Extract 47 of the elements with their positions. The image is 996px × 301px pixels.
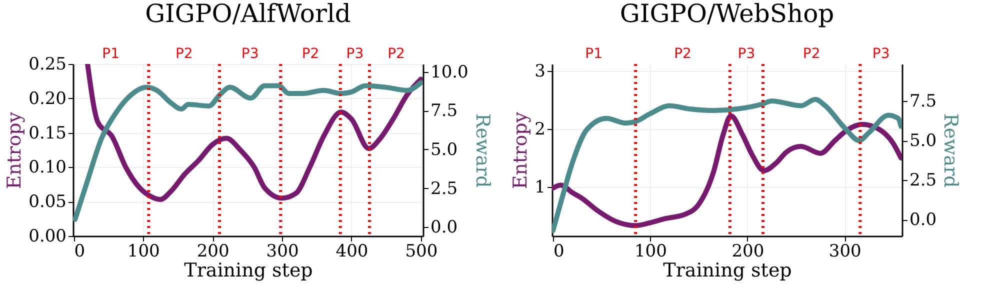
y2-tick-label: 2.5 [910, 170, 937, 191]
y-tick-label: 0.20 [28, 88, 66, 109]
y-tick-label: 3 [534, 62, 546, 82]
y-tick-label: 0.05 [28, 192, 66, 212]
y-tick-label: 0.10 [28, 158, 66, 178]
x-tick-label: 400 [336, 242, 368, 262]
y-tick-label: 0.15 [28, 123, 66, 144]
y2-axis-title: Reward [471, 113, 494, 188]
x-tick-label: 500 [405, 242, 438, 262]
y-axis-title: Entropy [510, 112, 532, 190]
text: P3 [738, 46, 756, 62]
text: P3 [346, 46, 364, 62]
y-tick-label: 0.25 [28, 54, 66, 74]
text: P3 [872, 46, 890, 62]
y2-tick-label: 2.5 [430, 178, 458, 199]
text: P1 [585, 46, 602, 62]
x-tick-label: 200 [196, 242, 230, 262]
y-tick-label: 1 [534, 177, 546, 198]
text: P2 [674, 46, 692, 62]
y2-tick-label: 10.0 [430, 62, 468, 82]
y2-tick-label: 0.0 [430, 218, 458, 238]
x-axis-title: Training step [184, 260, 313, 282]
x-axis-title: Training step [663, 260, 792, 282]
x-tick-label: 300 [828, 242, 862, 262]
x-tick-label: 100 [127, 242, 160, 262]
y2-tick-label: 0.0 [910, 210, 937, 230]
text: P3 [241, 46, 259, 62]
text: P2 [388, 46, 405, 62]
text: P1 [102, 46, 120, 62]
text: P2 [802, 46, 820, 62]
y-axis-title: Entropy [4, 112, 26, 190]
y2-axis-title: Reward [940, 113, 962, 188]
x-tick-label: 0 [553, 242, 564, 262]
y2-tick-label: 7.5 [430, 101, 458, 122]
x-tick-label: 0 [74, 242, 86, 262]
x-tick-label: 200 [732, 242, 764, 262]
y-tick-label: 0.00 [28, 226, 66, 246]
y2-tick-label: 5.0 [430, 140, 458, 160]
chart-title: GIGPO/WebShop [620, 0, 834, 28]
y2-tick-label: 5.0 [910, 131, 937, 152]
chart-title: GIGPO/AlfWorld [145, 0, 351, 28]
x-tick-label: 100 [634, 242, 667, 262]
text: P2 [175, 46, 193, 62]
x-tick-label: 300 [266, 242, 299, 262]
y2-tick-label: 7.5 [910, 91, 937, 112]
text: P2 [302, 46, 320, 62]
y-tick-label: 2 [534, 120, 546, 140]
